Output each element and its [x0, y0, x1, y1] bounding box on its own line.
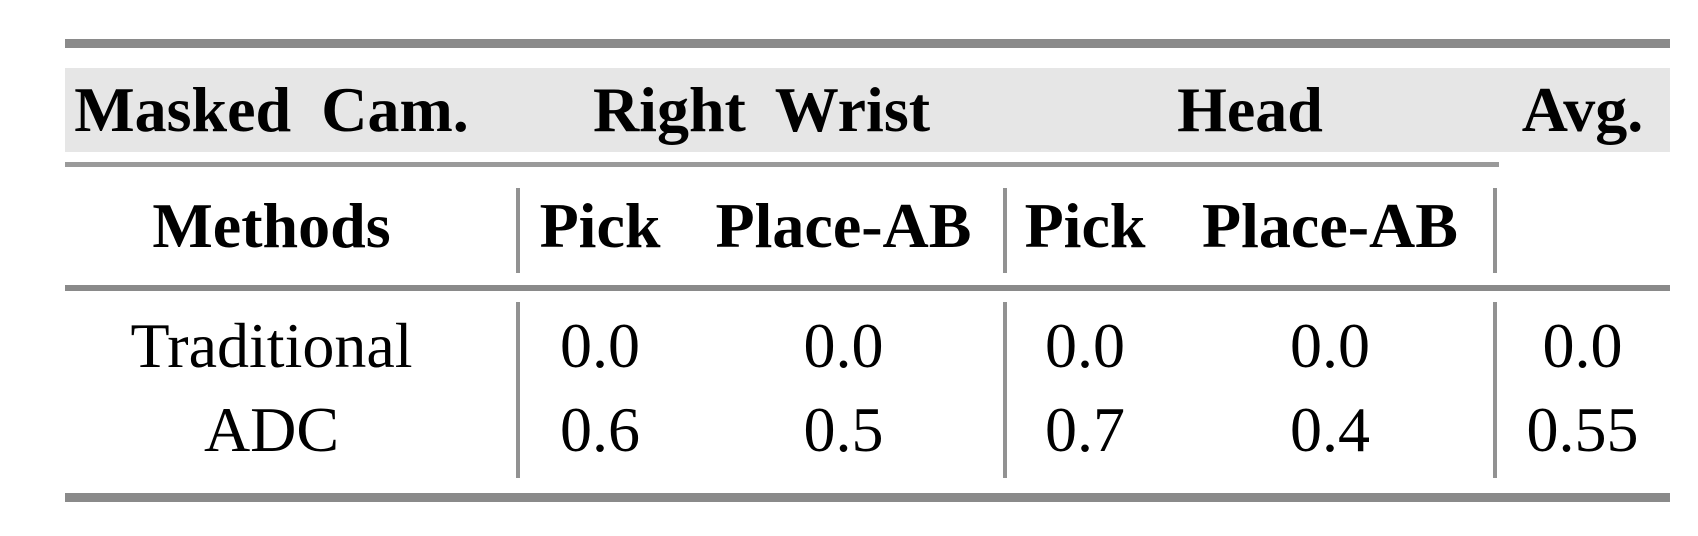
- value-avg: 0.55: [1526, 394, 1639, 465]
- header-right-wrist: Right Wrist: [592, 74, 931, 145]
- value-rw-place-ab: 0.0: [803, 310, 884, 381]
- header-head: Head: [1177, 74, 1323, 145]
- subheader-rw-pick: Pick: [539, 189, 661, 261]
- subheader-avg-empty: [1495, 167, 1670, 284]
- subheader-head-pick: Pick: [1024, 189, 1146, 261]
- method-label: ADC: [203, 394, 340, 465]
- header-masked-cam: Masked Cam.: [74, 74, 469, 145]
- table-row-traditional: Traditional 0.0 0.0 0.0 0.0 0.0: [65, 302, 1670, 390]
- table-header-row: Masked Cam. Right Wrist Head Avg.: [65, 68, 1670, 152]
- separator-body-avg: [1493, 302, 1497, 478]
- value-rw-pick: 0.0: [560, 310, 640, 381]
- top-rule: [65, 39, 1670, 48]
- table-row-adc: ADC 0.6 0.5 0.7 0.4 0.55: [65, 390, 1670, 470]
- subheader-head-place-ab: Place-AB: [1202, 189, 1458, 261]
- method-label: Traditional: [130, 310, 413, 381]
- value-avg: 0.0: [1542, 310, 1623, 381]
- subheader-bottom-rule: [65, 285, 1670, 291]
- header-mid-rule: [65, 162, 1499, 167]
- value-head-pick: 0.7: [1045, 394, 1125, 465]
- value-head-place-ab: 0.4: [1290, 394, 1370, 465]
- header-avg: Avg.: [1521, 74, 1644, 145]
- subheader-methods: Methods: [152, 189, 391, 261]
- table-subheader-row: Methods Pick Place-AB Pick Place-AB: [65, 167, 1670, 284]
- separator-header2-avg: [1493, 188, 1497, 273]
- separator-header2-col1: [516, 188, 520, 273]
- value-head-place-ab: 0.0: [1290, 310, 1370, 381]
- bottom-rule: [65, 493, 1670, 502]
- separator-header2-groups: [1003, 188, 1007, 273]
- separator-body-col1: [516, 302, 520, 478]
- value-rw-pick: 0.6: [560, 394, 640, 465]
- value-head-pick: 0.0: [1045, 310, 1125, 381]
- separator-body-groups: [1003, 302, 1007, 478]
- value-rw-place-ab: 0.5: [803, 394, 884, 465]
- subheader-rw-place-ab: Place-AB: [715, 189, 972, 261]
